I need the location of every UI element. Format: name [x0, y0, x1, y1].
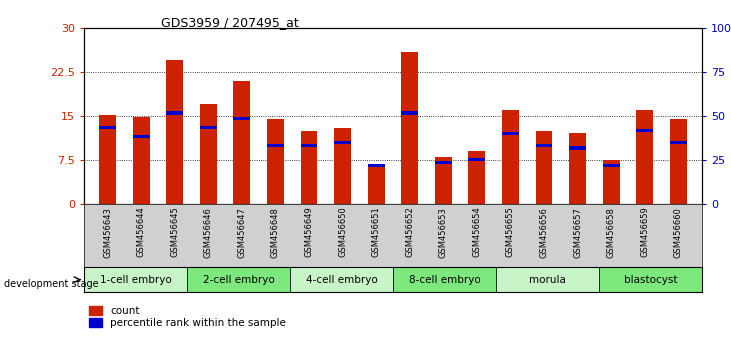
Bar [536, 143, 553, 147]
Text: GSM456643: GSM456643 [103, 207, 112, 258]
Text: GSM456651: GSM456651 [371, 207, 381, 257]
Bar [435, 157, 452, 204]
Bar [401, 112, 418, 115]
Bar [300, 143, 317, 147]
Bar [300, 131, 317, 204]
Bar [569, 133, 586, 204]
Text: 2-cell embryo: 2-cell embryo [202, 275, 274, 285]
Text: GSM456657: GSM456657 [573, 207, 582, 258]
Bar [133, 135, 150, 138]
Bar [670, 119, 686, 204]
Bar [233, 81, 250, 204]
Text: GSM456656: GSM456656 [539, 207, 548, 258]
Text: GSM456660: GSM456660 [674, 207, 683, 258]
Bar [200, 104, 216, 204]
Text: GSM456655: GSM456655 [506, 207, 515, 257]
Text: GSM456646: GSM456646 [204, 207, 213, 258]
Text: GDS3959 / 207495_at: GDS3959 / 207495_at [161, 16, 298, 29]
Text: GSM456654: GSM456654 [472, 207, 481, 257]
Bar [636, 129, 653, 132]
Bar [469, 151, 485, 204]
Bar [187, 267, 290, 292]
Legend: count, percentile rank within the sample: count, percentile rank within the sample [89, 306, 286, 328]
Text: GSM456648: GSM456648 [271, 207, 280, 258]
Bar [99, 126, 116, 129]
Bar [334, 141, 351, 144]
Text: GSM456644: GSM456644 [137, 207, 145, 257]
Bar [84, 267, 187, 292]
Bar [536, 131, 553, 204]
Bar [267, 143, 284, 147]
Text: GSM456645: GSM456645 [170, 207, 179, 257]
Bar [469, 158, 485, 161]
Bar [435, 161, 452, 164]
Text: blastocyst: blastocyst [624, 275, 677, 285]
Text: 1-cell embryo: 1-cell embryo [99, 275, 171, 285]
Bar [200, 126, 216, 129]
Bar [334, 128, 351, 204]
Bar [267, 119, 284, 204]
Bar [368, 166, 385, 204]
Bar [603, 164, 619, 167]
Bar [167, 61, 183, 204]
Text: GSM456649: GSM456649 [305, 207, 314, 257]
Bar [502, 110, 519, 204]
Bar [133, 117, 150, 204]
Text: 8-cell embryo: 8-cell embryo [409, 275, 480, 285]
Text: morula: morula [529, 275, 566, 285]
Bar [599, 267, 702, 292]
Bar [368, 164, 385, 167]
Bar [603, 160, 619, 204]
Bar [167, 112, 183, 115]
Text: GSM456647: GSM456647 [238, 207, 246, 258]
Text: GSM456653: GSM456653 [439, 207, 448, 258]
Bar [496, 267, 599, 292]
Bar [569, 147, 586, 150]
Bar [636, 110, 653, 204]
Text: GSM456652: GSM456652 [405, 207, 414, 257]
Bar [290, 267, 393, 292]
Bar [670, 141, 686, 144]
Text: GSM456650: GSM456650 [338, 207, 347, 257]
Text: 4-cell embryo: 4-cell embryo [306, 275, 377, 285]
Bar [99, 115, 116, 204]
Bar [502, 132, 519, 135]
Text: GSM456658: GSM456658 [607, 207, 616, 258]
Bar [233, 117, 250, 120]
Bar [401, 52, 418, 204]
Bar [393, 267, 496, 292]
Text: development stage: development stage [4, 279, 98, 289]
Text: GSM456659: GSM456659 [640, 207, 649, 257]
